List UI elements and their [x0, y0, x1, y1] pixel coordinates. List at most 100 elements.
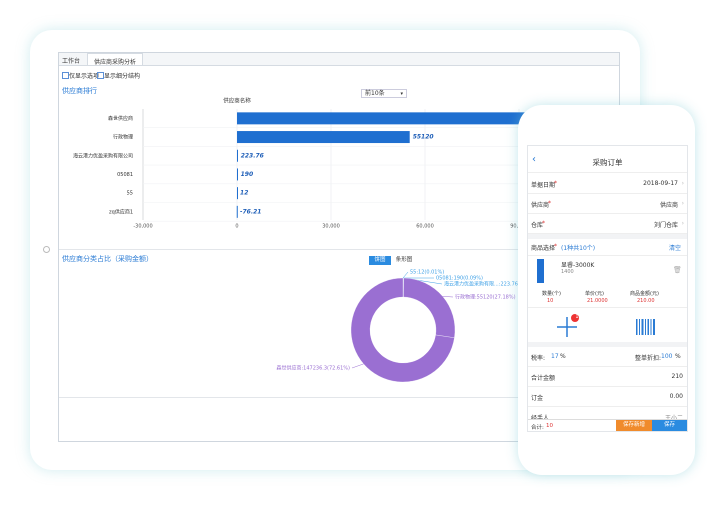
checkbox-label: 显示细分结构 [104, 73, 141, 80]
slice-label: 行政物理:55120(27.18%) [455, 294, 516, 301]
field-label: 仓库 [531, 222, 544, 229]
item-name: 显睿-3000K [561, 262, 595, 269]
clear-button[interactable]: 清空 [668, 245, 681, 252]
x-tick-label: 60,000 [416, 224, 434, 230]
tab-bar: 工作台 供应商采购分析 [59, 53, 619, 66]
section-title: 供应商分类占比（采购金额） [62, 255, 153, 263]
required-mark: * [548, 200, 551, 207]
required-mark: * [554, 180, 557, 187]
tab-active[interactable]: 供应商采购分析 [87, 53, 144, 66]
tax-row: 税率: 17 % 整单折扣: 100 % [528, 347, 687, 367]
checkbox[interactable] [97, 72, 104, 79]
field-value: 2018-09-17 [643, 180, 678, 187]
pie-slice [350, 277, 455, 383]
x-tick-label: 30,000 [322, 224, 340, 230]
deposit-row: 订金 0.00 [528, 387, 687, 407]
field-label: 供应商 [531, 202, 550, 209]
leader-line [442, 296, 454, 298]
y-tick-label: 行政物理 [113, 134, 133, 141]
item-code: 1400 [561, 269, 574, 275]
price: 21.0000 [587, 298, 608, 304]
discount-unit: % [675, 353, 681, 360]
divider [59, 249, 619, 250]
goods-row: 商品选择 * (1种共10个) 清空 [528, 239, 687, 256]
bar [236, 205, 238, 218]
axis-label: 供应商名称 [223, 97, 251, 105]
save-new-button[interactable]: 保存新增 [616, 420, 652, 431]
field-label: 单据日期 [531, 182, 556, 189]
x-tick-label: -30,000 [133, 224, 152, 230]
bar [237, 149, 238, 162]
sum: 10 [546, 423, 553, 429]
section-title: 供应商排行 [62, 87, 97, 95]
back-icon[interactable]: ‹ [532, 154, 536, 165]
value-label: 12 [240, 190, 248, 197]
qty: 10 [547, 298, 554, 304]
phone-screen: ‹ 采购订单 单据日期 * 2018-09-17 › 供应商 * 供应商 › 仓库 * 刘门仓库 › … [527, 145, 688, 432]
dropdown[interactable]: 前10条 ▾ [361, 89, 407, 98]
discount-label: 整单折扣: [635, 355, 662, 362]
add-icon[interactable] [553, 313, 583, 339]
discount: 100 [661, 353, 673, 360]
spacer [528, 342, 687, 347]
leader-line [402, 271, 409, 279]
value-label: 223.76 [241, 152, 264, 159]
phone-header: ‹ 采购订单 [528, 150, 687, 173]
delete-icon[interactable]: 🗑 [673, 266, 682, 274]
value-label: 190 [241, 171, 254, 178]
y-tick-label: 05081 [117, 172, 133, 178]
chevron: › [681, 180, 684, 187]
y-tick-label: 55 [127, 191, 133, 197]
item-image [537, 259, 544, 283]
slice-label: 05081:190(0.09%) [436, 276, 483, 282]
bar [237, 187, 238, 200]
required-mark: * [554, 243, 557, 250]
total-row: 合计金额 210 [528, 367, 687, 387]
total: 210 [671, 373, 683, 380]
sum-label: 合计: [531, 425, 544, 431]
amount: 210.00 [637, 298, 655, 304]
tax-label: 税率: [531, 355, 546, 362]
field-row: 供应商 * 供应商 › [528, 194, 687, 214]
y-tick-label: zq供应商1 [109, 208, 133, 215]
tax-unit: % [560, 353, 566, 360]
divider [528, 307, 687, 308]
qty-label: 数量(个) [542, 291, 561, 297]
checkbox-label: 仅显示选项 [69, 73, 100, 80]
tax: 17 [551, 353, 559, 360]
checkbox[interactable] [62, 72, 69, 79]
chevron: › [681, 220, 684, 227]
field-row: 单据日期 * 2018-09-17 › [528, 174, 687, 194]
value-label: 147236.3 [701, 115, 707, 122]
slice-label: 海云港力优盈采购有限...:223.76(0.11%) [444, 281, 538, 288]
phone-title: 采购订单 [592, 158, 623, 167]
total-label: 合计金额 [531, 375, 556, 382]
slice-label: 55:12(0.01%) [410, 270, 444, 276]
handler-label: 经手人 [531, 413, 549, 422]
save-button[interactable]: 保存 [652, 420, 687, 431]
badge: 1 [575, 314, 579, 320]
x-tick-label: 0 [235, 224, 238, 230]
toggle-button[interactable]: 条形图 [395, 257, 413, 263]
footer: 合计: 10 保存新增 保存 [528, 419, 687, 431]
field-value: 刘门仓库 [653, 222, 678, 229]
goods-label: 商品选择 [531, 245, 556, 252]
y-tick-label: 森世供应商 [108, 115, 133, 122]
deposit: 0.00 [669, 393, 683, 400]
tab[interactable]: 工作台 [62, 58, 81, 65]
y-tick-label: 海云港力优盈采购有限公司 [73, 152, 133, 159]
value-label: -76.21 [240, 208, 261, 215]
deposit-label: 订金 [531, 395, 544, 402]
divider [59, 397, 619, 398]
required-mark: * [542, 220, 545, 227]
goods-count: (1种共10个) [561, 245, 596, 252]
slice-label: 森世供应商:147236.3(72.61%) [276, 365, 350, 372]
bar [237, 131, 410, 144]
handler: 王小二 [665, 413, 683, 422]
chevron: › [681, 200, 684, 207]
barcode-icon[interactable] [636, 319, 656, 335]
price-label: 单价(元) [585, 291, 604, 297]
toggle-button[interactable]: 饼图 [369, 256, 391, 265]
value-label: 55120 [413, 134, 434, 141]
